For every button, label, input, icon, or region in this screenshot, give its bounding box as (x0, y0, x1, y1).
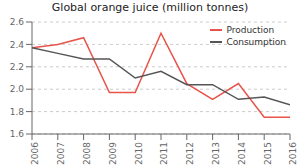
svg-text:2.2: 2.2 (10, 62, 24, 72)
svg-text:2.6: 2.6 (10, 17, 25, 27)
svg-text:2011: 2011 (159, 142, 169, 165)
svg-text:2006: 2006 (30, 142, 40, 165)
svg-text:2015: 2015 (263, 142, 273, 165)
svg-text:1.8: 1.8 (10, 107, 25, 117)
svg-text:2010: 2010 (134, 142, 144, 165)
svg-text:2013: 2013 (211, 142, 221, 165)
html-text:Global orange juice (million t: Global orange juice (million tonnes) (51, 1, 249, 14)
svg-text:2008: 2008 (82, 142, 92, 165)
svg-text:1.6: 1.6 (10, 129, 25, 139)
svg-text:2.0: 2.0 (10, 84, 25, 94)
svg-text:2.4: 2.4 (10, 40, 25, 50)
svg-text:2007: 2007 (56, 142, 66, 165)
svg-text:2009: 2009 (108, 142, 118, 165)
svg-text:2016: 2016 (288, 142, 292, 165)
svg-text:2012: 2012 (185, 142, 195, 165)
html-text:Production: Production (226, 25, 275, 35)
html-text:Consumption: Consumption (226, 37, 286, 47)
svg-text:2014: 2014 (237, 142, 247, 165)
